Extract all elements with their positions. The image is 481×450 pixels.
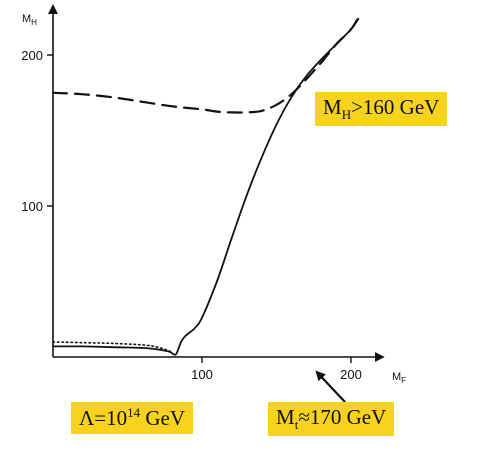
chart-series — [51, 16, 360, 356]
x-axis-title-main: M — [392, 371, 401, 383]
series-line-solid — [52, 17, 360, 356]
y-axis-title: MH — [22, 13, 37, 27]
annotation-arrows — [315, 370, 346, 403]
x-tick-label: 100 — [191, 367, 213, 382]
lambda-callout: Λ=1014 GeV — [71, 402, 193, 435]
mh-bound-callout: MH>160 GeV — [315, 92, 448, 127]
top-mass-suffix: ≈170 GeV — [298, 405, 387, 429]
lambda-suffix: GeV — [140, 406, 185, 430]
y-axis-title-sub: H — [31, 18, 37, 27]
top-mass-prefix: M — [276, 405, 295, 429]
x-axis-title: MF — [392, 371, 406, 385]
top-mass-sub: t — [294, 417, 299, 433]
series-line-dashed — [51, 16, 360, 114]
series-line-dotted — [52, 341, 173, 355]
y-tick-label: 200 — [21, 48, 43, 63]
lambda-sup: 14 — [127, 405, 141, 420]
chart-ticks: 100 200 100 200 — [21, 48, 362, 382]
y-axis-title-main: M — [22, 13, 31, 25]
y-tick-label: 100 — [21, 199, 43, 214]
chart-axes — [48, 4, 385, 362]
lambda-prefix: Λ=10 — [79, 406, 128, 430]
mh-bound-sub: H — [341, 107, 352, 123]
mh-bound-prefix: M — [323, 95, 342, 119]
top-mass-callout: Mt≈170 GeV — [268, 402, 395, 437]
x-tick-label: 200 — [340, 367, 362, 382]
mh-bound-suffix: >160 GeV — [351, 95, 440, 119]
top-mass-arrow — [315, 370, 346, 403]
x-axis-title-sub: F — [401, 376, 406, 385]
